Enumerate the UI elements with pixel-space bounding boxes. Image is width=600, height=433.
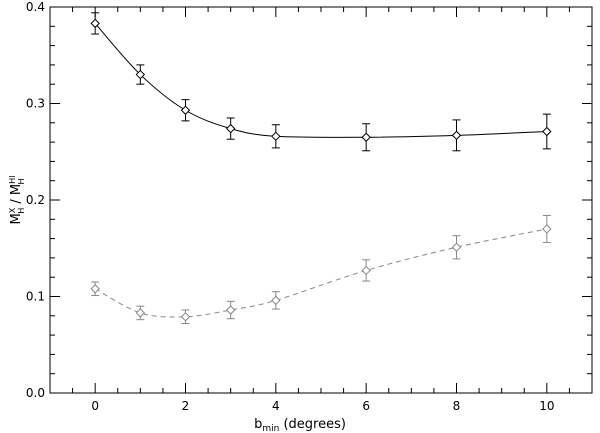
data-point-diamond [542, 126, 552, 137]
x-tick-label: 0 [91, 399, 99, 413]
series-1 [90, 12, 552, 152]
y-axis-label-den-sub: H [17, 179, 26, 185]
y-tick-label: 0.2 [26, 193, 45, 207]
data-point-diamond [361, 132, 371, 142]
x-tick-label: 2 [182, 399, 190, 413]
data-point-diamond [135, 308, 146, 318]
x-axis-label-rest: (degrees) [279, 417, 346, 432]
x-tick-label: 4 [272, 399, 280, 413]
series-2 [90, 214, 552, 325]
y-axis-label-slash: / [9, 195, 24, 208]
y-tick-label: 0.3 [26, 97, 45, 111]
x-tick-label: 10 [539, 399, 554, 413]
data-point-diamond [451, 242, 462, 252]
y-axis-label: MXH / MHIH [8, 176, 26, 225]
data-point-diamond [542, 224, 552, 234]
data-point-diamond [225, 123, 236, 134]
data-point-diamond [90, 18, 100, 29]
data-point-diamond [180, 105, 191, 115]
series-line [94, 23, 547, 138]
y-axis-label-den-sup: HI [8, 176, 17, 184]
y-axis-label-num-main: M [9, 213, 24, 224]
y-axis-label-den-main: M [9, 184, 24, 195]
x-tick-label: 6 [362, 399, 370, 413]
data-point-diamond [451, 130, 462, 141]
data-point-diamond [271, 131, 281, 142]
axis-ticks [49, 6, 593, 394]
x-axis-label-main: b [254, 417, 262, 432]
axis-tick-labels: 0 2 4 6 8 10 0.0 0.1 0.2 0.3 0.4 [26, 0, 555, 413]
data-point-diamond [135, 69, 146, 80]
data-point-diamond [361, 265, 371, 276]
y-tick-label: 0.0 [26, 386, 45, 400]
x-axis-label-sub: min [262, 424, 279, 433]
series-line [94, 228, 547, 318]
svg-text:MXH / MHIH: MXH / MHIH [8, 176, 26, 225]
data-point-diamond [271, 295, 281, 306]
data-point-diamond [225, 305, 236, 315]
x-axis-label: bmin (degrees) [254, 417, 346, 433]
y-axis-label-num-sub: H [17, 208, 26, 214]
series-layer [90, 12, 552, 325]
data-point-diamond [90, 284, 100, 294]
data-point-diamond [180, 312, 191, 322]
y-tick-label: 0.4 [26, 0, 45, 14]
x-tick-label: 8 [453, 399, 461, 413]
y-axis-label-num-sup: X [8, 207, 17, 213]
y-tick-label: 0.1 [26, 290, 45, 304]
